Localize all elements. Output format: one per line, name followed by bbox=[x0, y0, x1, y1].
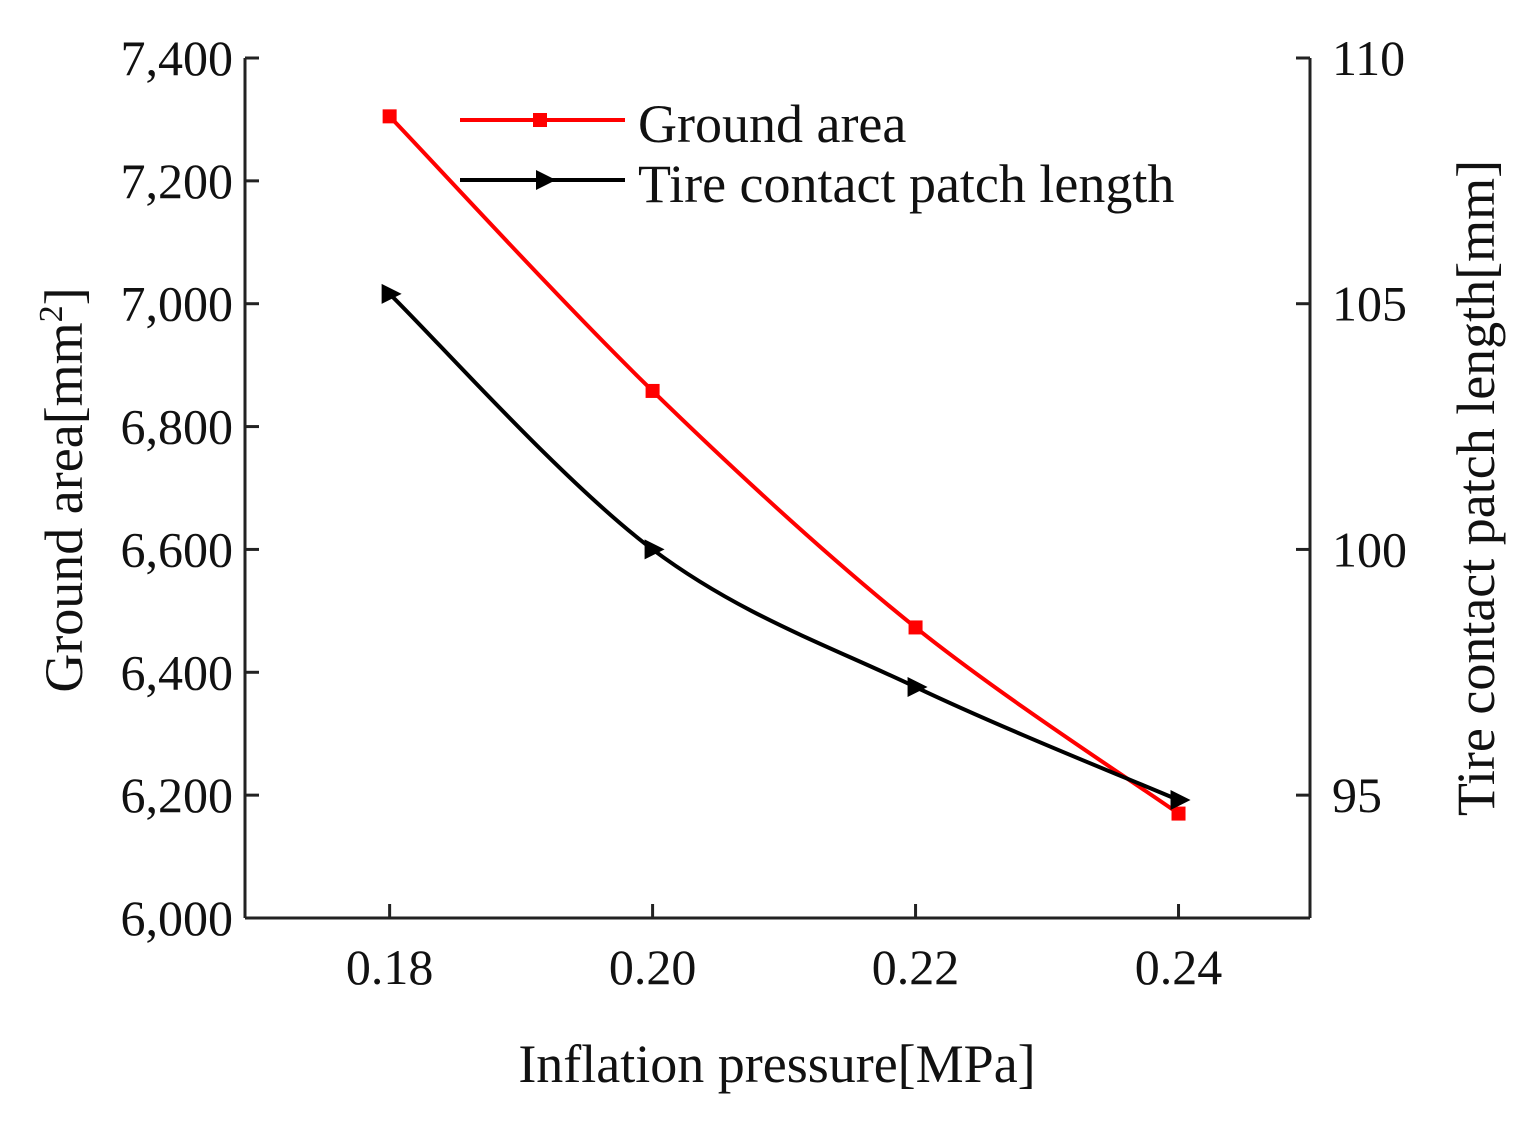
right-tick-label: 110 bbox=[1332, 30, 1405, 86]
series-ground-area-point bbox=[1171, 806, 1186, 821]
series-ground-area-point bbox=[645, 383, 660, 398]
left-tick-label: 6,000 bbox=[121, 890, 234, 946]
left-tick-label: 7,200 bbox=[121, 153, 234, 209]
x-tick-label: 0.22 bbox=[872, 939, 960, 995]
left-tick-label: 6,800 bbox=[121, 399, 234, 455]
left-tick-label: 7,400 bbox=[121, 30, 234, 86]
series-patch-length-point bbox=[1170, 790, 1191, 811]
left-tick-label: 7,000 bbox=[121, 276, 234, 332]
left-axis-title-main: Ground area[mm bbox=[34, 322, 94, 692]
series-ground-area-point bbox=[908, 620, 923, 635]
left-tick-label: 6,600 bbox=[121, 521, 234, 577]
right-axis-title: Tire contact patch length[mm] bbox=[1446, 160, 1506, 816]
series-layer bbox=[381, 109, 1191, 821]
series-patch-length-point bbox=[644, 539, 665, 560]
left-axis-title-tail: ] bbox=[34, 287, 94, 305]
legend-patch-length-label: Tire contact patch length bbox=[638, 154, 1174, 214]
left-axis-title-sup: 2 bbox=[33, 305, 70, 322]
series-patch-length-point bbox=[907, 677, 928, 698]
left-tick-label: 6,400 bbox=[121, 644, 234, 700]
series-patch-length-line bbox=[388, 292, 1180, 802]
x-ticks: 0.18 0.20 0.22 0.24 bbox=[346, 904, 1222, 995]
x-tick-label: 0.24 bbox=[1135, 939, 1223, 995]
left-tick-label: 6,200 bbox=[121, 767, 234, 823]
legend-ground-area-marker bbox=[533, 113, 547, 127]
legend-patch-length-marker bbox=[536, 170, 556, 190]
right-ticks: 95 100 105 110 bbox=[1296, 30, 1407, 823]
series-ground-area-point bbox=[382, 109, 397, 124]
x-tick-label: 0.20 bbox=[609, 939, 697, 995]
legend-ground-area-label: Ground area bbox=[638, 94, 906, 154]
right-tick-label: 105 bbox=[1332, 276, 1407, 332]
x-tick-label: 0.18 bbox=[346, 939, 434, 995]
right-tick-label: 95 bbox=[1332, 767, 1382, 823]
legend: Ground area Tire contact patch length bbox=[460, 94, 1174, 214]
x-axis-title: Inflation pressure[MPa] bbox=[518, 1034, 1035, 1094]
left-ticks: 6,000 6,200 6,400 6,600 6,800 7,000 7,200 7,400 bbox=[121, 30, 259, 946]
series-patch-length-point bbox=[381, 283, 402, 304]
series-ground-area-line bbox=[388, 114, 1180, 816]
right-tick-label: 100 bbox=[1332, 521, 1407, 577]
left-axis-title: Ground area[mm2] bbox=[33, 287, 94, 692]
